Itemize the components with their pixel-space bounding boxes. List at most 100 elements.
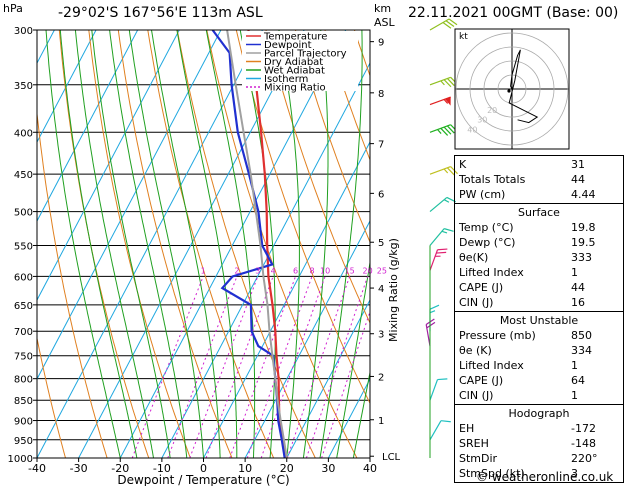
wind-barb-flag — [440, 127, 449, 136]
x-tick-label: 30 — [321, 462, 335, 475]
surface-title: Surface — [518, 206, 560, 219]
mixing-ratio-label: 2 — [234, 266, 239, 275]
x-tick-label: -10 — [153, 462, 171, 475]
km-tick-label: 5 — [378, 238, 384, 249]
mixing-ratio-label: 25 — [377, 266, 387, 275]
surface-index-label: Temp (°C) — [459, 221, 514, 234]
surface-index-value: 333 — [571, 251, 592, 264]
surface-index-label: Lifted Index — [459, 266, 524, 279]
top-index-label: Totals Totals — [459, 173, 526, 186]
wet-adiabat-line — [352, 370, 370, 458]
wind-barb-shaft — [429, 96, 451, 106]
hodograph-index-row: EH -172 — [459, 421, 619, 436]
legend-entry: Dry Adiabat — [264, 57, 323, 68]
mixing-ratio-line — [286, 276, 351, 458]
most-unstable-index-label: Pressure (mb) — [459, 329, 536, 342]
km-label: km — [374, 2, 392, 15]
wind-barb-flag — [445, 20, 455, 28]
dry-adiabat-line — [117, 30, 233, 458]
wet-adiabat-line — [45, 30, 121, 458]
mixing-ratio-line — [205, 276, 274, 458]
wind-barb-shaft — [429, 249, 439, 271]
hodograph-index-label: StmSpd (kt) — [459, 467, 525, 480]
x-tick-label: 10 — [238, 462, 252, 475]
wind-barb — [429, 76, 458, 88]
surface-index-row: Lifted Index 1 — [459, 265, 619, 280]
wind-barb-shaft — [429, 166, 451, 175]
x-tick-label: -30 — [70, 462, 88, 475]
asl-label: ASL — [374, 16, 395, 29]
dry-adiabat-line — [294, 30, 370, 244]
pressure-tick-label: 1000 — [8, 454, 33, 465]
wind-barb-flag — [448, 18, 458, 26]
wind-barb-flag — [437, 248, 448, 251]
wind-barb-half-flag — [441, 230, 448, 234]
top-index-label: PW (cm) — [459, 188, 506, 201]
x-tick-label: -20 — [111, 462, 129, 475]
wind-barb-flag — [443, 228, 454, 232]
most-unstable-index-row: Pressure (mb) 850 — [459, 328, 619, 343]
storm-motion-marker — [507, 89, 511, 93]
pressure-tick-label: 350 — [14, 81, 33, 92]
hodograph-ring — [455, 32, 569, 146]
surface-index-value: 19.8 — [571, 221, 596, 234]
pressure-tick-label: 400 — [14, 128, 33, 139]
legend-entry: Wet Adiabat — [264, 66, 325, 77]
top-index-row: PW (cm) 4.44 — [459, 187, 619, 202]
most-unstable-index-value: 334 — [571, 344, 592, 357]
surface-index-row: Dewp (°C) 19.5 — [459, 235, 619, 250]
hodograph-unit-label: kt — [459, 32, 468, 42]
isotherm-line — [37, 30, 263, 458]
x-tick-label: 20 — [280, 462, 294, 475]
legend-entry: Isotherm — [264, 74, 308, 85]
km-tick-label: 2 — [378, 372, 384, 383]
wet-adiabat-line — [319, 30, 363, 458]
most-unstable-index-value: 64 — [571, 374, 585, 387]
pressure-tick-label: 800 — [14, 375, 33, 386]
hodograph-ring — [483, 60, 541, 118]
wind-barb-shaft — [425, 324, 431, 347]
wind-barb — [429, 124, 458, 136]
datetime-title: 22.11.2021 00GMT (Base: 00) — [408, 5, 619, 21]
hodograph-title: Hodograph — [508, 407, 570, 420]
legend-box — [242, 31, 358, 91]
mixing-ratio-label: 3 — [255, 266, 260, 275]
top-index-value: 44 — [571, 173, 585, 186]
wind-barb-half-flag — [440, 80, 445, 86]
wind-barb-shaft — [429, 379, 439, 401]
mixing-ratio-line — [260, 276, 326, 458]
dry-adiabat-line — [37, 108, 108, 458]
pressure-tick-label: 300 — [14, 26, 33, 37]
wind-barb — [429, 228, 454, 246]
mixing-ratio-line — [321, 310, 370, 458]
isotherm-line — [327, 377, 370, 458]
wind-barb-half-flag — [443, 168, 449, 174]
dry-adiabat-line — [324, 30, 370, 162]
wet-adiabat-line — [128, 30, 204, 458]
surface-box: Surface Temp (°C) 19.8 Dewp (°C) 19.5 θe(K) 3… — [454, 204, 624, 312]
surface-index-label: CAPE (J) — [459, 281, 504, 294]
hodograph-ring-label: 20 — [487, 106, 497, 115]
location-title: -29°02'S 167°56'E 113m ASL — [58, 5, 263, 21]
wind-barb-flag — [446, 167, 455, 176]
pressure-tick-label: 450 — [14, 170, 33, 181]
dry-adiabat-line — [37, 336, 66, 458]
wind-barb-flag — [446, 78, 455, 86]
hodograph-trace — [508, 49, 539, 124]
pressure-tick-label: 950 — [14, 436, 33, 447]
top-indices-box: K 31 Totals Totals 44 PW (cm) 4.44 — [454, 155, 624, 204]
most-unstable-index-label: CAPE (J) — [459, 374, 504, 387]
pressure-tick-label: 700 — [14, 327, 33, 338]
x-tick-label: -40 — [28, 462, 46, 475]
x-tick-label: 40 — [363, 462, 377, 475]
x-tick-label: 0 — [200, 462, 207, 475]
top-index-value: 31 — [571, 158, 585, 171]
wind-barb-half-flag — [435, 255, 441, 257]
pressure-tick-label: 550 — [14, 241, 33, 252]
copyright: © weatheronline.co.uk — [476, 470, 614, 484]
wind-barb — [429, 196, 456, 213]
wind-barb — [425, 318, 436, 347]
wet-adiabat-line — [302, 30, 329, 458]
x-axis-label: Dewpoint / Temperature (°C) — [117, 473, 289, 486]
isotherm-line — [161, 61, 370, 458]
